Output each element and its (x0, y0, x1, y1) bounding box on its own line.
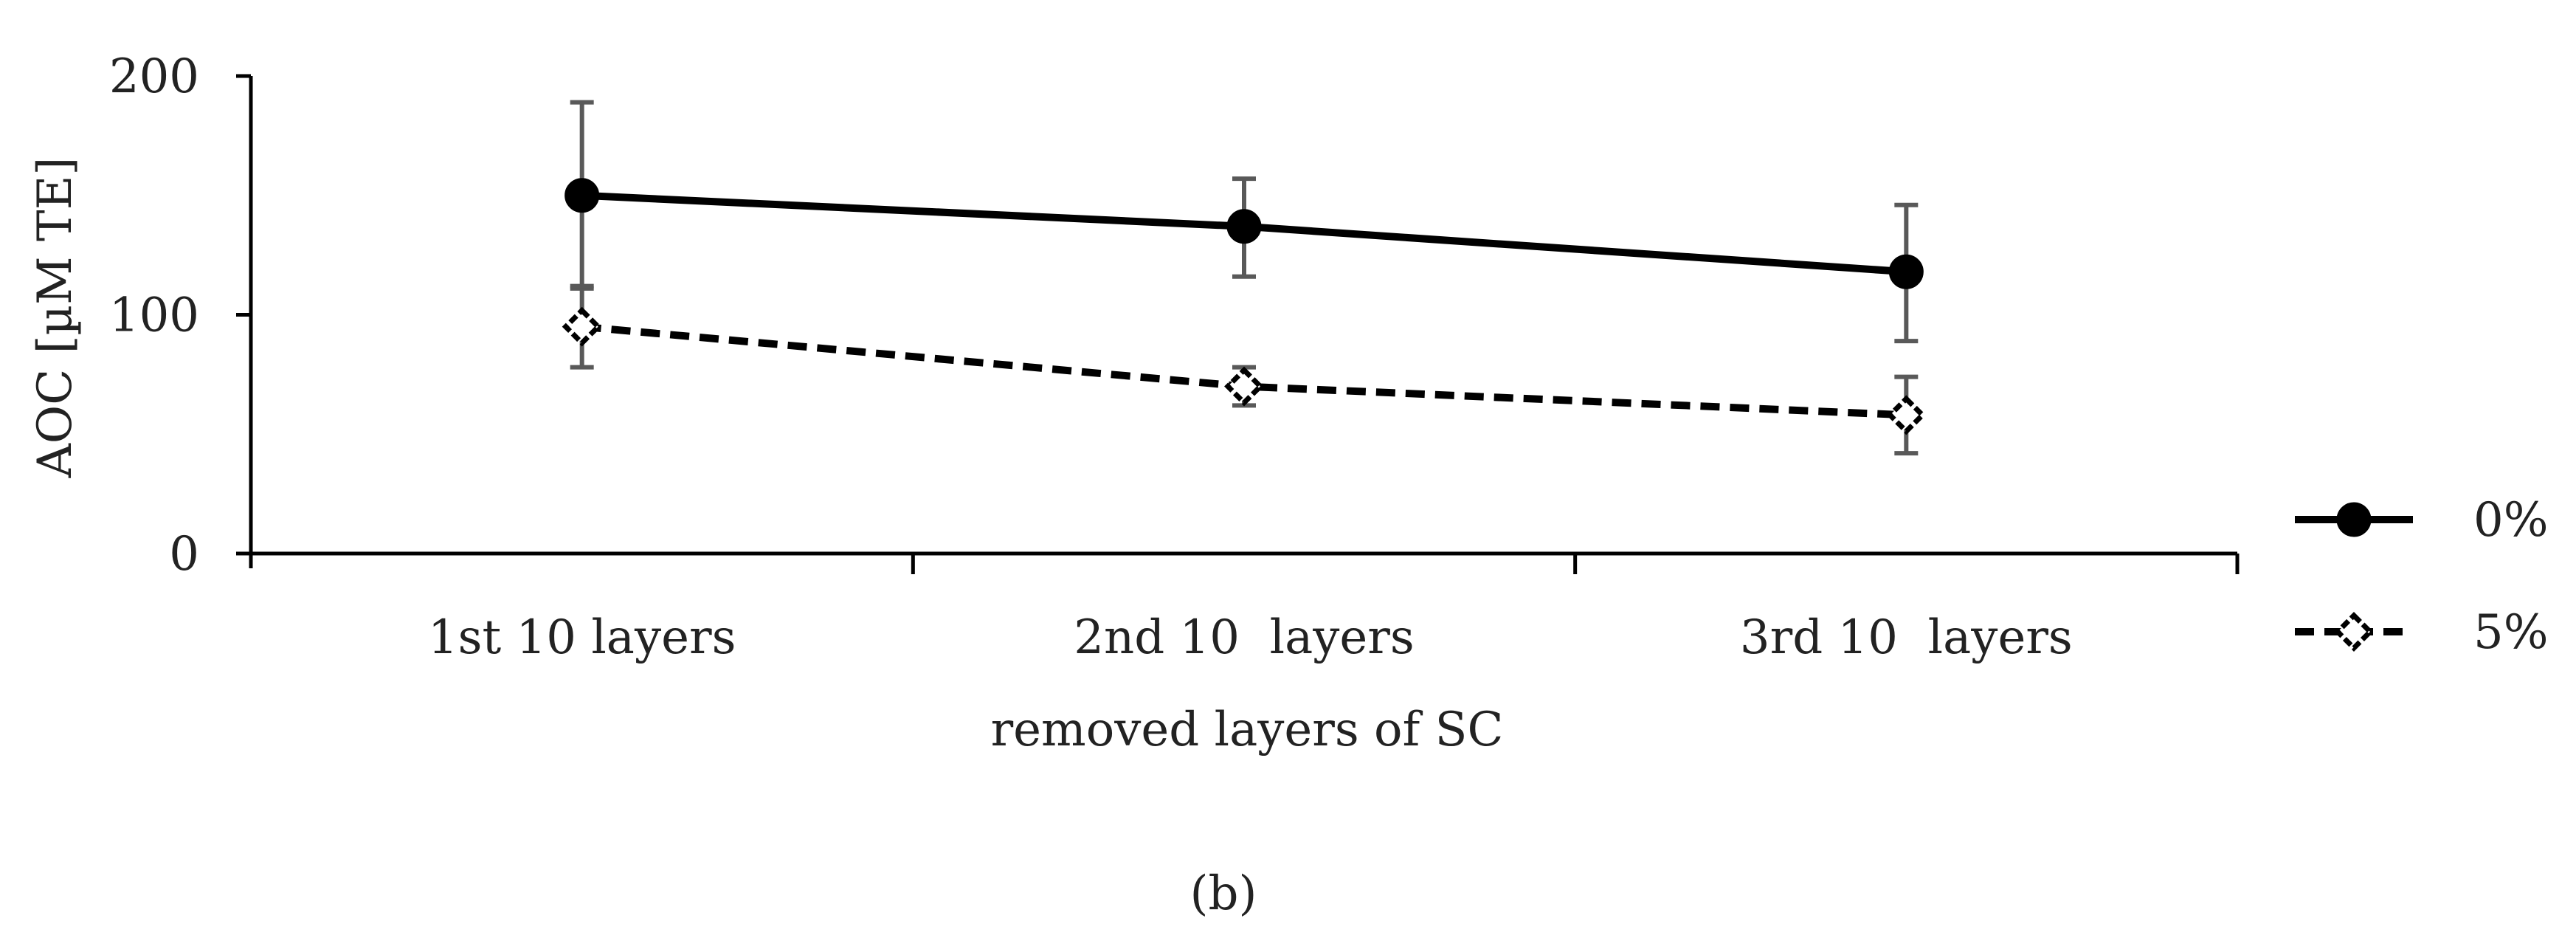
legend-item: 0% (2295, 493, 2549, 548)
x-tick-labels: 1st 10 layers 2nd 10 layers 3rd 10 layers (428, 610, 2073, 665)
y-tick-label: 100 (109, 289, 199, 343)
data-point (562, 306, 602, 347)
legend-label: 5% (2473, 605, 2549, 660)
x-axis-title: removed layers of SC (991, 703, 1504, 757)
legend-label: 0% (2473, 493, 2549, 548)
legend-marker (2336, 502, 2372, 537)
y-tick-labels: 0 100 200 (109, 49, 199, 582)
legend-item: 5% (2295, 605, 2549, 660)
data-point (564, 178, 600, 213)
x-tick-label: 3rd 10 layers (1740, 610, 2073, 665)
data-point (1886, 395, 1927, 435)
y-axis-title: AOC [µM TE] (28, 157, 83, 479)
y-tick-label: 200 (109, 49, 199, 104)
chart-axes (236, 74, 2240, 574)
x-tick-label: 1st 10 layers (428, 610, 736, 665)
data-point (1224, 366, 1264, 407)
y-tick-label: 0 (169, 527, 199, 582)
x-tick-label: 2nd 10 layers (1074, 610, 1414, 665)
data-point (1226, 209, 1262, 244)
legend: 0% 5% (2295, 493, 2549, 660)
legend-marker (2334, 612, 2374, 652)
panel-label: (b) (1190, 866, 1257, 921)
data-point (1888, 254, 1924, 289)
series-markers (562, 178, 1927, 435)
